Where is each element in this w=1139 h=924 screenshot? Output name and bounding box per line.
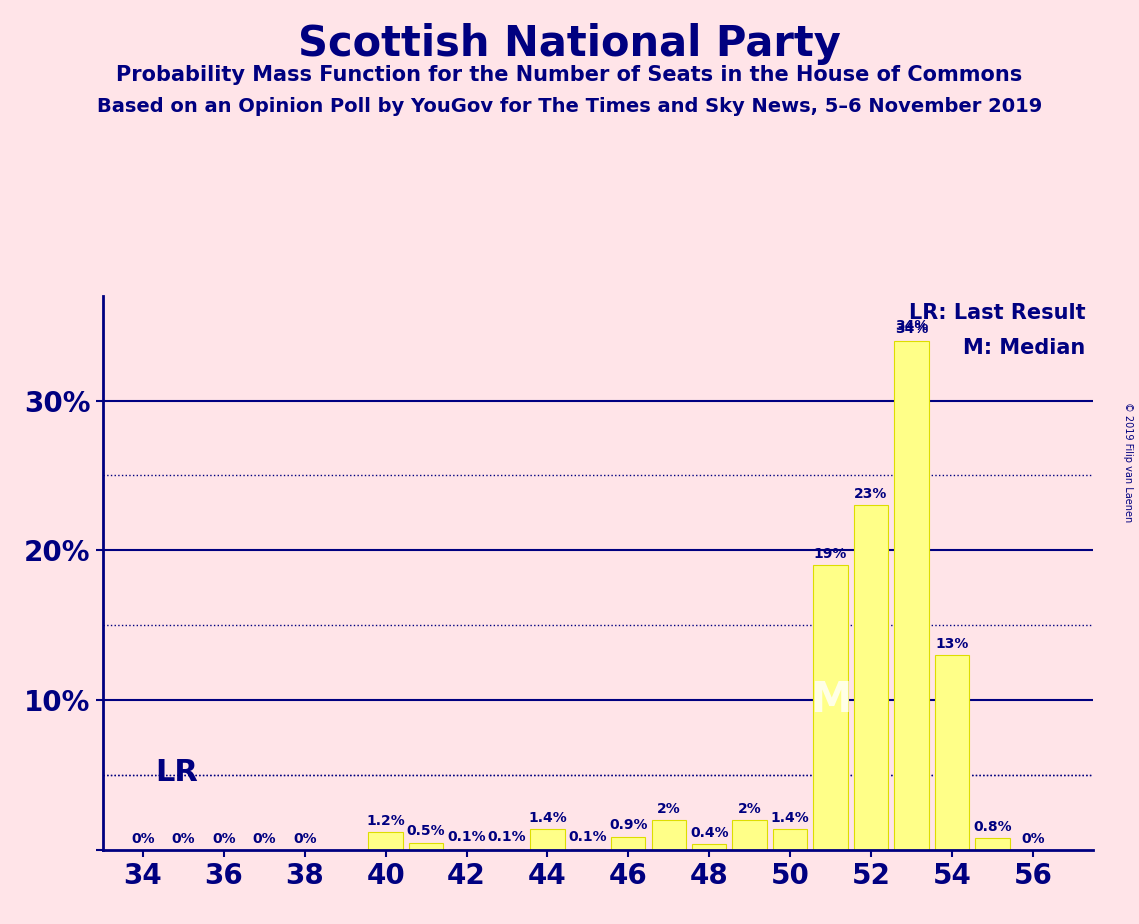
Text: 0.1%: 0.1% bbox=[568, 830, 607, 845]
Text: M: Median: M: Median bbox=[964, 337, 1085, 358]
Bar bbox=[773, 829, 808, 850]
Text: 0.1%: 0.1% bbox=[487, 830, 526, 845]
Bar bbox=[571, 848, 605, 850]
Text: 0%: 0% bbox=[172, 833, 195, 846]
Bar bbox=[894, 341, 928, 850]
Text: Based on an Opinion Poll by YouGov for The Times and Sky News, 5–6 November 2019: Based on an Opinion Poll by YouGov for T… bbox=[97, 97, 1042, 116]
Text: 0.9%: 0.9% bbox=[609, 818, 648, 833]
Text: Probability Mass Function for the Number of Seats in the House of Commons: Probability Mass Function for the Number… bbox=[116, 65, 1023, 85]
Text: 0.8%: 0.8% bbox=[973, 820, 1011, 833]
Text: 0.4%: 0.4% bbox=[690, 825, 729, 840]
Bar bbox=[813, 565, 847, 850]
Bar bbox=[693, 845, 727, 850]
Text: Scottish National Party: Scottish National Party bbox=[298, 23, 841, 65]
Text: M: M bbox=[810, 679, 851, 722]
Text: 2%: 2% bbox=[657, 802, 681, 816]
Text: 19%: 19% bbox=[814, 547, 847, 561]
Bar bbox=[854, 505, 888, 850]
Text: 34%: 34% bbox=[895, 322, 928, 336]
Bar bbox=[490, 848, 524, 850]
Text: 0.1%: 0.1% bbox=[448, 830, 486, 845]
Text: 13%: 13% bbox=[935, 637, 968, 650]
Text: 0%: 0% bbox=[212, 833, 236, 846]
Text: 0%: 0% bbox=[293, 833, 317, 846]
Text: © 2019 Filip van Laenen: © 2019 Filip van Laenen bbox=[1123, 402, 1132, 522]
Text: 1.4%: 1.4% bbox=[528, 810, 567, 824]
Bar bbox=[531, 829, 565, 850]
Bar bbox=[368, 833, 403, 850]
Text: 2%: 2% bbox=[738, 802, 762, 816]
Bar bbox=[450, 848, 484, 850]
Text: LR: Last Result: LR: Last Result bbox=[909, 303, 1085, 323]
Bar bbox=[652, 821, 686, 850]
Bar bbox=[975, 838, 1009, 850]
Bar bbox=[935, 655, 969, 850]
Text: 1.4%: 1.4% bbox=[771, 810, 810, 824]
Text: 0%: 0% bbox=[253, 833, 276, 846]
Text: 1.2%: 1.2% bbox=[367, 814, 405, 828]
Text: LR: LR bbox=[155, 758, 198, 786]
Text: 0%: 0% bbox=[131, 833, 155, 846]
Text: 23%: 23% bbox=[854, 487, 887, 501]
Bar bbox=[612, 836, 646, 850]
Text: 0%: 0% bbox=[1021, 833, 1044, 846]
Bar bbox=[409, 843, 443, 850]
Bar bbox=[732, 821, 767, 850]
Text: 34%: 34% bbox=[895, 319, 928, 334]
Text: 0.5%: 0.5% bbox=[407, 824, 445, 838]
